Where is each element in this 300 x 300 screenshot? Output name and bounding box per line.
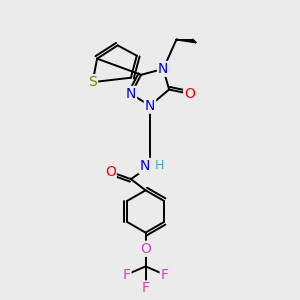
Text: N: N (140, 159, 150, 173)
Text: N: N (126, 87, 136, 101)
Text: N: N (158, 62, 168, 76)
Text: F: F (142, 281, 150, 296)
Text: F: F (122, 268, 130, 282)
Text: S: S (88, 75, 97, 89)
Text: N: N (145, 99, 155, 112)
Text: O: O (140, 242, 151, 256)
Text: O: O (184, 87, 195, 101)
Text: H: H (155, 159, 164, 172)
Text: F: F (161, 268, 169, 282)
Text: O: O (105, 165, 116, 179)
